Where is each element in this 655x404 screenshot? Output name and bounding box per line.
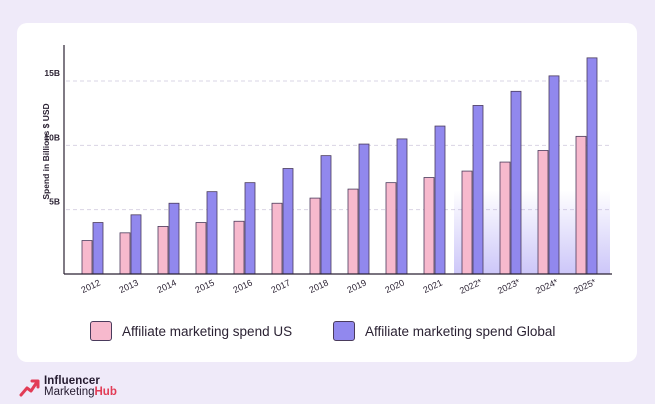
legend: Affiliate marketing spend US Affiliate m…	[0, 321, 655, 345]
bar-global	[472, 105, 484, 275]
x-tick-label: 2025*	[572, 277, 598, 296]
bar-global	[586, 57, 598, 275]
bar-us	[309, 197, 321, 275]
bar-global	[396, 138, 408, 275]
bar-global	[510, 90, 522, 275]
legend-swatch-global	[333, 321, 355, 341]
x-tick-label: 2024*	[534, 277, 560, 296]
y-tick-label: 15B	[44, 68, 60, 78]
bar-global	[320, 155, 332, 275]
bar-global	[130, 214, 142, 275]
brand-logo: Influencer MarketingHub	[18, 375, 117, 398]
brand-name-line1: Influencer	[44, 375, 100, 387]
bar-us	[195, 222, 207, 275]
x-tick-label: 2019	[346, 278, 368, 296]
bar-us	[537, 150, 549, 275]
bar-global	[92, 222, 104, 275]
legend-item-us: Affiliate marketing spend US	[90, 321, 292, 341]
bar-global	[548, 75, 560, 275]
bar-global	[434, 125, 446, 275]
x-tick-label: 2020	[384, 278, 406, 296]
bar-global	[358, 143, 370, 275]
x-tick-label: 2014	[156, 278, 178, 296]
y-axis-label: Spend in Billions $ USD	[41, 103, 51, 199]
bar-us	[81, 240, 93, 275]
bar-us	[271, 202, 283, 275]
bar-us	[423, 177, 435, 275]
x-tick-label: 2022*	[458, 277, 484, 296]
y-tick-label: 5B	[49, 197, 60, 207]
y-tick-label: 10B	[44, 132, 60, 142]
bar-us	[347, 188, 359, 275]
bar-us	[499, 161, 511, 275]
x-tick-label: 2013	[118, 278, 140, 296]
x-tick-label: 2016	[232, 278, 254, 296]
brand-name-line2: MarketingHub	[44, 386, 117, 398]
bar-global	[282, 168, 294, 275]
bar-us	[119, 232, 131, 275]
x-tick-label: 2015	[194, 278, 216, 296]
chart-arrow-icon	[19, 379, 40, 397]
x-tick-label: 2021	[422, 278, 444, 296]
bar-global	[244, 182, 256, 275]
bar-us	[461, 170, 473, 275]
x-tick-label: 2018	[308, 278, 330, 296]
bar-global	[168, 202, 180, 275]
x-tick-label: 2023*	[496, 277, 522, 296]
legend-swatch-us	[90, 321, 112, 341]
bar-us	[575, 135, 587, 275]
legend-label-us: Affiliate marketing spend US	[122, 323, 293, 339]
x-tick-label: 2017	[270, 278, 292, 296]
x-tick-label: 2012	[80, 278, 102, 296]
bar-us	[157, 225, 169, 275]
legend-label-global: Affiliate marketing spend Global	[365, 323, 556, 339]
bar-global	[206, 191, 218, 275]
bar-us	[233, 220, 245, 275]
bar-us	[385, 182, 397, 275]
legend-item-global: Affiliate marketing spend Global	[333, 321, 555, 341]
